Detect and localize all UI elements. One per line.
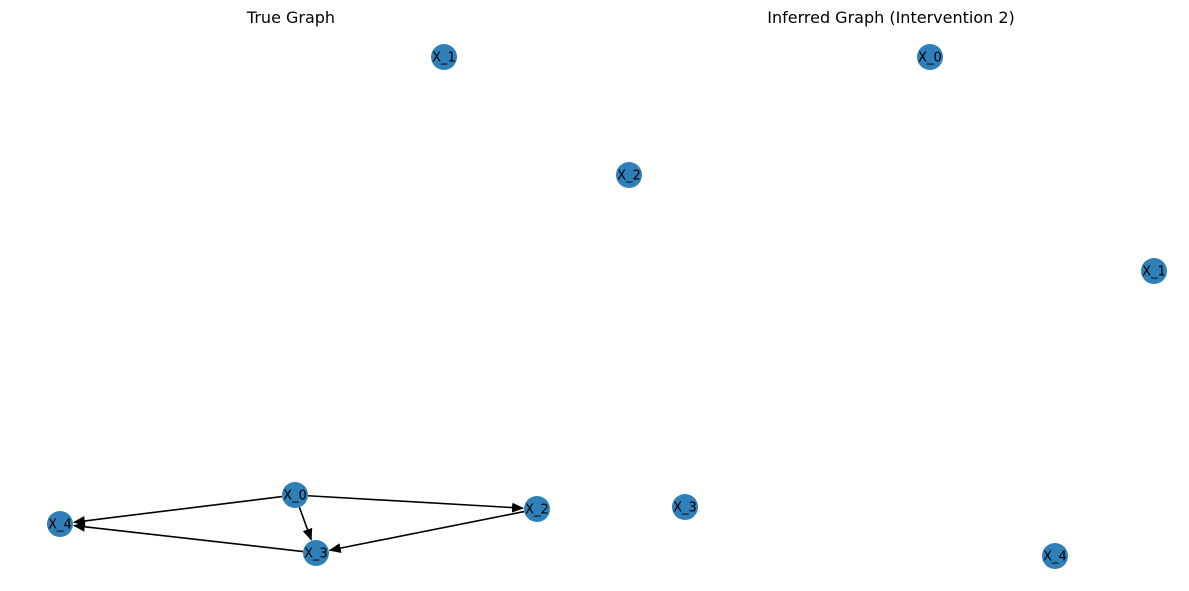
true-graph-title: True Graph	[246, 8, 335, 27]
inferred-graph-panel: Inferred Graph (Intervention 2) X_0X_1X_…	[616, 8, 1167, 569]
node-label: X_2	[617, 169, 641, 184]
node-label: X_1	[1142, 265, 1166, 280]
true-graph-nodes: X_0 X_1 X_2 X_3 X_4	[47, 44, 550, 566]
node-X_4: X_4	[1042, 543, 1068, 569]
node-circle	[431, 44, 457, 70]
edge-X_0-to-X_4	[72, 495, 283, 526]
inferred-graph-title: Inferred Graph (Intervention 2)	[767, 8, 1015, 27]
inferred-graph-nodes: X_0 X_1 X_2 X_3 X_4	[616, 44, 1167, 569]
node-label: X_2	[525, 503, 549, 518]
node-X_1: X_1	[1141, 258, 1167, 284]
edge-X_2-to-X_3	[328, 510, 525, 554]
node-label: X_4	[1043, 550, 1067, 565]
node-circle	[303, 540, 329, 566]
node-circle	[1141, 258, 1167, 284]
node-X_0: X_0	[282, 482, 308, 508]
node-circle	[616, 162, 642, 188]
true-graph-edges	[72, 494, 525, 554]
node-circle	[282, 482, 308, 508]
node-circle	[47, 511, 73, 537]
node-X_2: X_2	[616, 162, 642, 188]
node-X_1: X_1	[431, 44, 457, 70]
node-label: X_0	[283, 489, 307, 504]
node-label: X_0	[918, 51, 942, 66]
node-label: X_3	[673, 501, 697, 516]
node-circle	[672, 494, 698, 520]
node-circle	[917, 44, 943, 70]
node-circle	[524, 496, 550, 522]
edge-X_3-to-X_4	[72, 521, 304, 553]
node-label: X_3	[304, 547, 328, 562]
node-X_0: X_0	[917, 44, 943, 70]
node-X_4: X_4	[47, 511, 73, 537]
edge-X_0-to-X_2	[307, 494, 525, 513]
node-label: X_1	[432, 51, 456, 66]
edge-X_0-to-X_3	[298, 506, 313, 541]
true-graph-panel: True Graph X_0 X_1 X_2 X_3 X_4	[47, 8, 550, 566]
node-label: X_4	[48, 518, 72, 533]
node-X_3: X_3	[672, 494, 698, 520]
node-X_2: X_2	[524, 496, 550, 522]
node-circle	[1042, 543, 1068, 569]
node-X_3: X_3	[303, 540, 329, 566]
